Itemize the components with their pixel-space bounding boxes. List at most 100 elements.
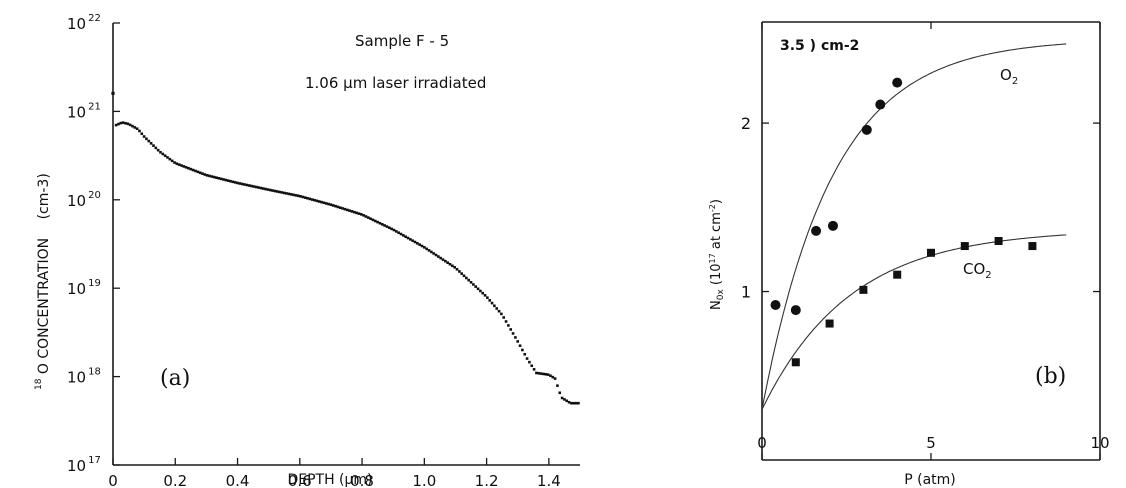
panel-a-data-point bbox=[565, 399, 569, 403]
panel-b-o2-point bbox=[875, 99, 886, 110]
panel-a-data-point bbox=[187, 166, 190, 170]
panel-a-data-point bbox=[182, 165, 186, 168]
panel-a-data-point bbox=[331, 204, 335, 207]
panel-a-data-point bbox=[427, 249, 431, 252]
panel-a-data-point bbox=[434, 253, 438, 257]
panel-a-data-point bbox=[327, 202, 330, 206]
panel-a-data-point bbox=[357, 212, 361, 215]
panel-a-data-point bbox=[413, 240, 417, 244]
panel-a-data-point bbox=[469, 280, 473, 284]
panel-b: 0 5 10 12 3.5 ) cm-2 O2 CO2 (b) P (atm) N0… bbox=[708, 21, 1110, 488]
panel-a-data-point bbox=[437, 255, 440, 258]
panel-a-data-point bbox=[511, 332, 515, 335]
panel-a-data-point bbox=[189, 167, 193, 171]
panel-a-x-tick-label: 0.2 bbox=[163, 472, 187, 488]
panel-a-data-point bbox=[324, 202, 328, 205]
panel-a-data-point bbox=[432, 252, 435, 255]
panel-a-data-point bbox=[203, 173, 207, 176]
panel-a-data-point bbox=[507, 324, 510, 327]
panel-a-data-point bbox=[423, 246, 426, 249]
panel-a-data-point bbox=[366, 216, 370, 219]
panel-a-data-point bbox=[500, 312, 503, 316]
panel-a-data-point bbox=[418, 243, 421, 246]
panel-a-x-tick-label: 1.4 bbox=[537, 472, 561, 488]
panel-a-data-point bbox=[119, 121, 123, 125]
panel-a-data-point bbox=[539, 372, 543, 375]
panel-a-y-tick-label: 10 22 bbox=[67, 13, 101, 33]
panel-a-data-point bbox=[476, 287, 480, 291]
panel-a-data-point bbox=[472, 283, 475, 286]
panel-a-data-point bbox=[161, 152, 165, 156]
panel-a-data-point bbox=[416, 242, 419, 245]
panel-a-data-point bbox=[409, 238, 412, 241]
panel-a-data-point bbox=[121, 121, 125, 124]
panel-a-data-point bbox=[215, 176, 218, 179]
panel-a-y-label-text: O CONCENTRATION bbox=[36, 238, 52, 374]
panel-a-x-tick-label: 0.8 bbox=[350, 472, 374, 488]
panel-a-data-point bbox=[535, 371, 538, 375]
panel-a-data-point bbox=[212, 175, 216, 179]
panel-a-data-point bbox=[313, 198, 316, 202]
panel-a-data-point bbox=[336, 205, 340, 209]
panel-a-data-point bbox=[128, 123, 132, 127]
panel-a-y-label-isotope: 18 bbox=[34, 378, 44, 390]
panel-a-data-point bbox=[229, 179, 232, 183]
panel-a-data-point bbox=[488, 299, 492, 302]
panel-a-data-point bbox=[240, 182, 244, 186]
panel-a-data-point bbox=[350, 210, 354, 213]
panel-a-data-point bbox=[140, 132, 144, 136]
panel-a-data-point bbox=[453, 266, 456, 269]
panel-a-data-point bbox=[378, 221, 382, 225]
panel-b-co2-point bbox=[1028, 242, 1037, 251]
panel-a-data-point bbox=[460, 272, 463, 275]
panel-a-data-point bbox=[280, 191, 284, 194]
panel-a-data-point bbox=[224, 178, 228, 182]
panel-a-data-point bbox=[493, 304, 496, 308]
panel-b-co2-point bbox=[927, 248, 935, 257]
panel-a-y-tick-label: 10 21 bbox=[67, 101, 101, 121]
panel-a-data-point bbox=[373, 219, 377, 223]
panel-a-data-point bbox=[544, 372, 548, 376]
panel-a-x-tick-label: 0 bbox=[108, 472, 118, 488]
panel-a-y-tick-label: 10 18 bbox=[67, 367, 101, 387]
panel-b-o2-point bbox=[770, 300, 781, 311]
panel-a-data-point bbox=[567, 400, 571, 404]
panel-a-data-point bbox=[231, 180, 235, 184]
panel-a-data-point bbox=[273, 189, 277, 193]
panel-a-data-point bbox=[159, 150, 162, 154]
panel-a-data-point bbox=[184, 166, 188, 169]
panel-a-data-point bbox=[556, 384, 559, 387]
panel-a-data-point bbox=[504, 320, 508, 323]
panel-a-data-point bbox=[268, 188, 272, 192]
panel-a-data-point bbox=[474, 285, 478, 288]
panel-b-y-ticks: 12 bbox=[741, 114, 1100, 302]
panel-a-data-point bbox=[180, 164, 183, 167]
panel-a-data-point bbox=[495, 307, 499, 310]
panel-a-data-point bbox=[455, 267, 459, 271]
panel-b-o2-fit-curve bbox=[761, 43, 1067, 410]
panel-a-data-point bbox=[563, 398, 566, 401]
panel-a-data-point bbox=[362, 214, 365, 217]
panel-a-data-point bbox=[152, 144, 155, 147]
panel-a-data-point bbox=[570, 401, 573, 405]
panel-a-data-point bbox=[145, 137, 148, 141]
panel-b-data-points bbox=[770, 77, 1037, 367]
panel-a-data-point bbox=[126, 122, 130, 126]
panel-a-data-point bbox=[338, 206, 342, 209]
panel-b-x-tick-label: 5 bbox=[926, 434, 936, 452]
panel-a-data-point bbox=[170, 159, 174, 163]
panel-a-data-point bbox=[381, 223, 384, 226]
panel-a-data-point bbox=[577, 401, 580, 405]
panel-b-co2-point bbox=[825, 319, 834, 328]
panel-a-data-point bbox=[329, 203, 333, 207]
panel-a-data-point bbox=[114, 123, 118, 127]
panel-a-data-point bbox=[420, 244, 424, 248]
panel-a-data-point bbox=[133, 126, 137, 129]
panel-b-x-tick-label: 0 bbox=[757, 434, 767, 452]
panel-a-data-point bbox=[124, 121, 127, 125]
panel-a-data-point bbox=[173, 161, 176, 164]
panel-a-data-point bbox=[364, 215, 368, 218]
panel-a-data-point bbox=[397, 231, 400, 235]
panel-a-x-tick-label: 1.0 bbox=[412, 472, 436, 488]
